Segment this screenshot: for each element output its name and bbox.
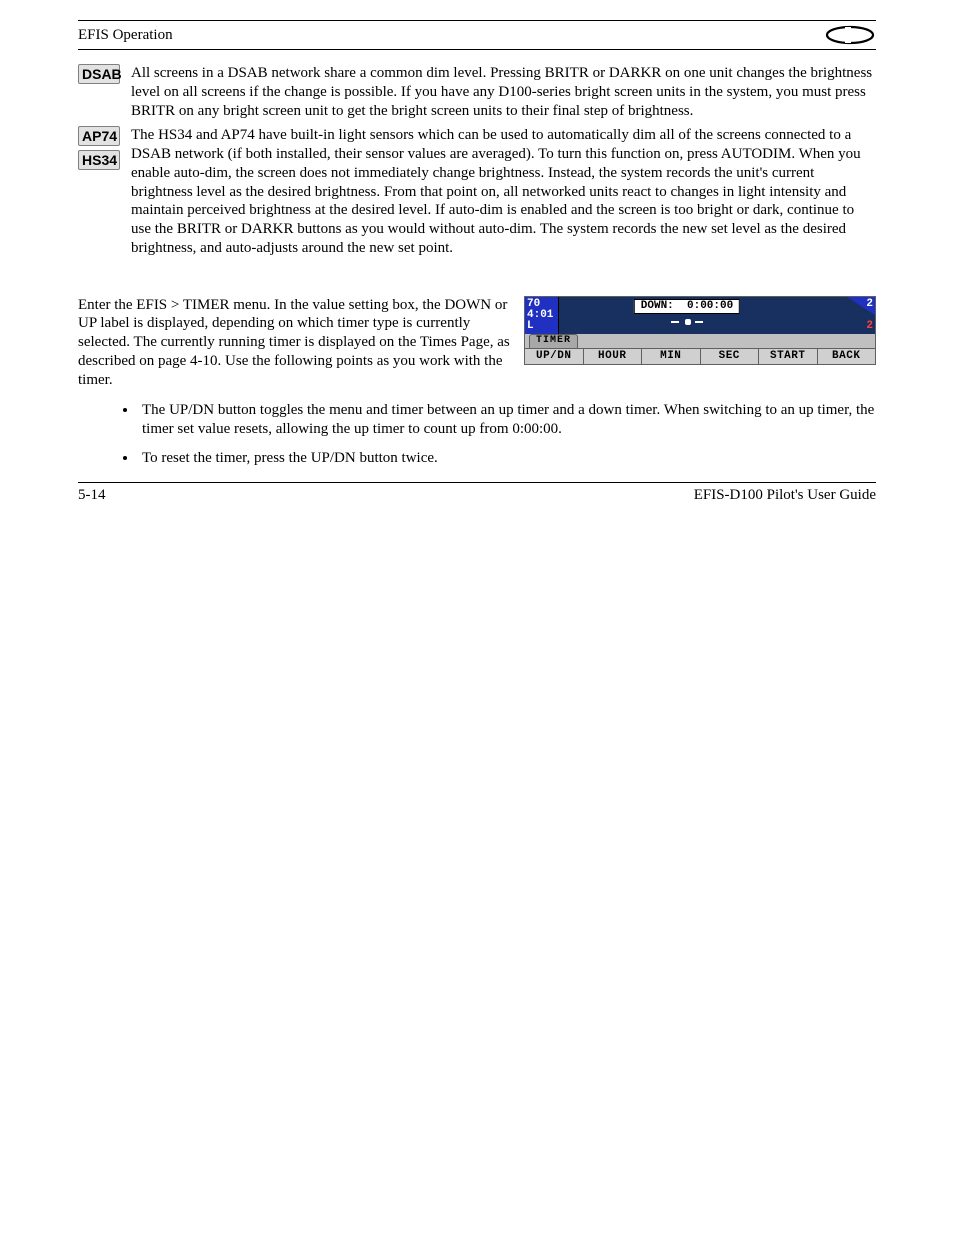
efis-btn-sec[interactable]: SEC <box>701 349 760 364</box>
page-header: EFIS Operation <box>78 20 876 50</box>
efis-btn-updn[interactable]: UP/DN <box>525 349 584 364</box>
efis-btn-min[interactable]: MIN <box>642 349 701 364</box>
bullet-item: The UP/DN button toggles the menu and ti… <box>138 401 876 439</box>
efis-timer-tab: TIMER <box>529 334 578 348</box>
efis-down-label: DOWN: <box>641 300 674 312</box>
ap74-tag: AP74 <box>78 126 120 146</box>
timer-bullets: The UP/DN button toggles the menu and ti… <box>78 401 876 467</box>
page-number: 5-14 <box>78 487 106 504</box>
dsab-paragraph: All screens in a DSAB network share a co… <box>131 64 876 120</box>
efis-timer-figure: 70 4:01 L DOWN: 0:00:00 2 TIMER <box>524 296 876 365</box>
efis-btn-start[interactable]: START <box>759 349 818 364</box>
hs34-paragraph: The HS34 and AP74 have built-in light se… <box>131 126 876 257</box>
efis-left-readout: 70 4:01 L <box>525 297 559 334</box>
efis-right-readout: 2 <box>815 297 875 334</box>
efis-left-top: 70 <box>527 299 556 310</box>
timer-section: Enter the EFIS > TIMER menu. In the valu… <box>78 296 876 390</box>
bullet-item: To reset the timer, press the UP/DN butt… <box>138 449 876 468</box>
efis-right-bottom: 2 <box>866 321 873 332</box>
efis-attitude-icon <box>673 317 701 327</box>
guide-title: EFIS-D100 Pilot's User Guide <box>694 487 876 504</box>
efis-down-box: DOWN: 0:00:00 <box>634 299 740 314</box>
header-title: EFIS Operation <box>78 27 173 44</box>
efis-btn-hour[interactable]: HOUR <box>584 349 643 364</box>
hs34-section: AP74 HS34 The HS34 and AP74 have built-i… <box>78 126 876 257</box>
efis-button-row: UP/DN HOUR MIN SEC START BACK <box>524 348 876 365</box>
hs34-tag: HS34 <box>78 150 120 170</box>
efis-btn-back[interactable]: BACK <box>818 349 876 364</box>
timer-intro-text: Enter the EFIS > TIMER menu. In the valu… <box>78 296 510 390</box>
dsab-tag: DSAB <box>78 64 120 84</box>
dynon-logo-icon <box>824 25 876 45</box>
efis-left-bottom: 4:01 L <box>527 310 556 332</box>
efis-down-value: 0:00:00 <box>687 300 733 312</box>
dsab-section: DSAB All screens in a DSAB network share… <box>78 64 876 120</box>
page-footer: 5-14 EFIS-D100 Pilot's User Guide <box>78 482 876 504</box>
